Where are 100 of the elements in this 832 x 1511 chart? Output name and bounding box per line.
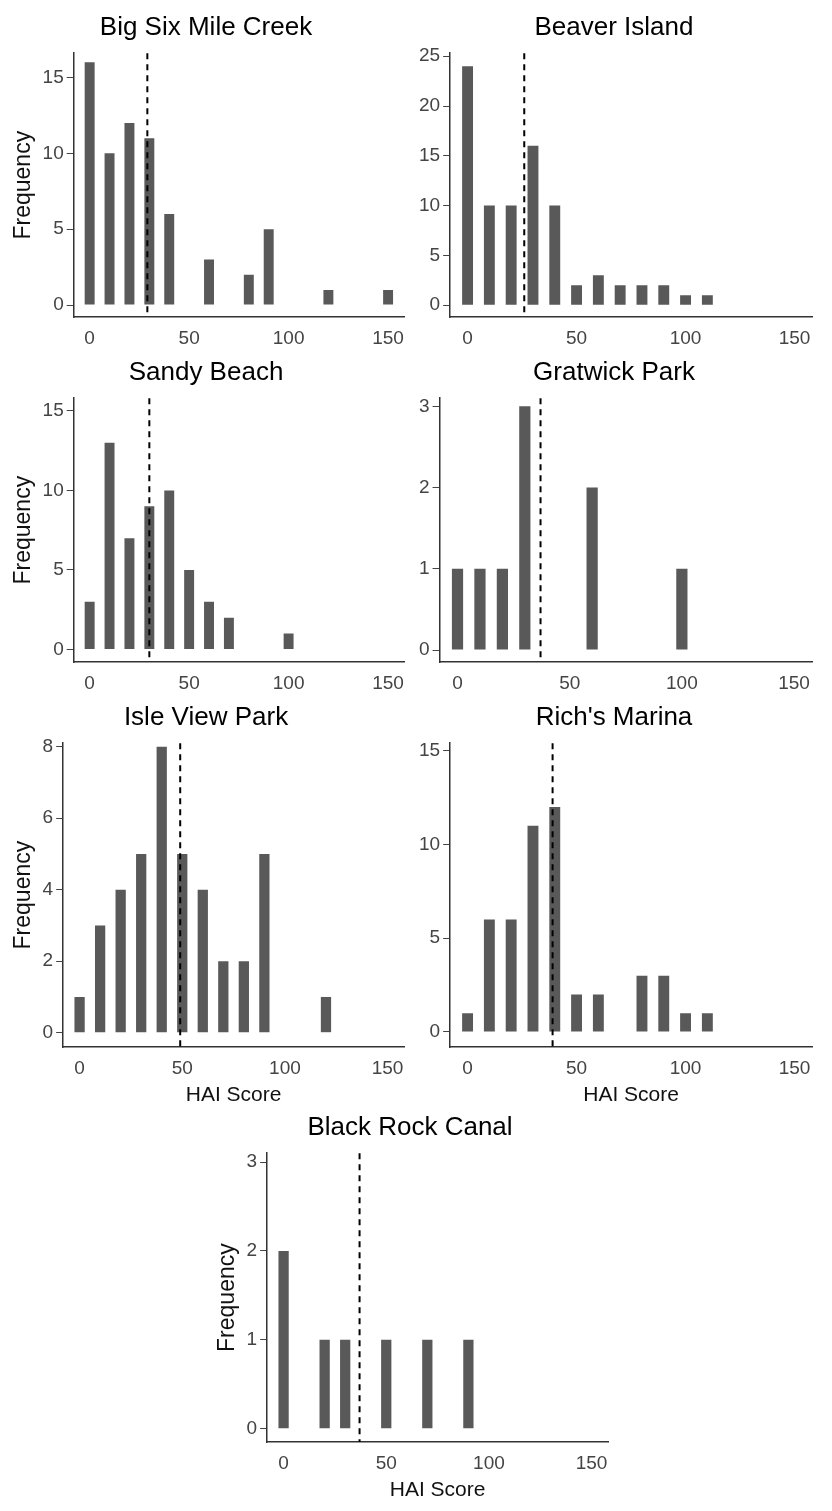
y-tick-label: 5 <box>429 926 441 948</box>
bar <box>680 1013 692 1032</box>
x-tick-label: 50 <box>566 326 588 348</box>
bar <box>164 214 175 305</box>
x-tick-label: 0 <box>462 326 473 348</box>
bar <box>104 442 115 649</box>
y-tick-label: 5 <box>429 243 441 265</box>
bar <box>519 406 531 650</box>
x-tick-label: 50 <box>559 671 581 693</box>
bar <box>505 205 517 305</box>
bar <box>204 259 214 305</box>
bar <box>462 1013 474 1032</box>
y-tick-label: 20 <box>418 94 441 116</box>
x-tick-label: 150 <box>372 326 404 348</box>
x-tick-label: 100 <box>669 1056 702 1078</box>
y-tick-label: 0 <box>418 638 430 660</box>
x-axis-title: HAI Score <box>389 1477 486 1501</box>
y-tick-label: 0 <box>42 1020 54 1042</box>
y-tick-label: 0 <box>53 293 64 315</box>
y-tick-label: 2 <box>418 475 430 497</box>
y-tick-label: 10 <box>42 141 64 163</box>
bar <box>658 285 670 305</box>
x-tick-label: 50 <box>171 1056 193 1078</box>
chart-title: Beaver Island <box>534 10 694 41</box>
x-tick-label: 100 <box>272 671 305 693</box>
x-tick-label: 150 <box>575 1451 608 1473</box>
bar <box>74 996 85 1033</box>
bar <box>259 854 270 1033</box>
bar <box>204 601 214 649</box>
bar <box>614 285 626 305</box>
bar <box>383 289 394 305</box>
y-tick-label: 6 <box>42 806 54 828</box>
bar <box>636 975 648 1032</box>
x-tick-label: 0 <box>84 671 95 693</box>
bar <box>320 996 332 1033</box>
y-axis-title: Frequency <box>9 475 36 585</box>
bar <box>136 854 147 1033</box>
bar <box>218 961 229 1033</box>
bar <box>701 295 713 305</box>
y-tick-label: 5 <box>53 217 64 239</box>
bar <box>197 889 208 1033</box>
y-tick-label: 15 <box>418 738 441 760</box>
x-tick-label: 50 <box>178 671 200 693</box>
bar <box>676 568 688 650</box>
y-tick-label: 0 <box>246 1416 258 1438</box>
y-tick-label: 10 <box>418 832 441 854</box>
x-tick-label: 150 <box>778 671 810 693</box>
bar <box>84 601 95 649</box>
y-tick-label: 10 <box>42 478 64 500</box>
y-tick-label: 0 <box>429 293 441 315</box>
y-tick-label: 2 <box>246 1239 258 1261</box>
bar <box>184 569 195 649</box>
x-tick-label: 0 <box>278 1451 289 1473</box>
bar <box>94 925 106 1033</box>
chart-title: Black Rock Canal <box>307 1110 513 1141</box>
bar <box>701 1013 713 1032</box>
bar <box>263 229 274 305</box>
x-tick-label: 50 <box>566 1056 588 1078</box>
x-tick-label: 150 <box>371 1056 404 1078</box>
bar <box>496 568 508 650</box>
y-tick-label: 10 <box>418 193 441 215</box>
bar <box>124 538 135 649</box>
bar <box>549 806 561 1032</box>
y-tick-label: 0 <box>429 1020 441 1042</box>
y-tick-label: 15 <box>42 65 64 87</box>
y-tick-label: 1 <box>418 557 430 579</box>
bar <box>571 994 583 1032</box>
x-tick-label: 0 <box>84 326 95 348</box>
x-tick-label: 50 <box>375 1451 397 1473</box>
bar <box>238 961 249 1033</box>
bar <box>323 289 334 305</box>
bar <box>243 274 254 305</box>
x-tick-label: 50 <box>178 326 200 348</box>
bar <box>156 746 167 1033</box>
bar <box>115 889 126 1033</box>
x-tick-label: 100 <box>269 1056 301 1078</box>
bar <box>462 66 474 305</box>
y-axis-title: Frequency <box>9 840 36 950</box>
x-tick-label: 0 <box>74 1056 85 1078</box>
bar <box>474 568 486 650</box>
x-tick-label: 100 <box>666 671 698 693</box>
x-tick-label: 100 <box>473 1451 505 1473</box>
bar <box>549 205 561 305</box>
x-tick-label: 150 <box>778 1056 811 1078</box>
y-tick-label: 0 <box>53 637 64 659</box>
bar <box>592 994 604 1032</box>
x-tick-label: 150 <box>778 326 811 348</box>
bar <box>451 568 464 650</box>
y-tick-label: 8 <box>42 735 54 757</box>
chart-title: Isle View Park <box>123 700 290 731</box>
bar <box>658 975 670 1032</box>
chart-title: Big Six Mile Creek <box>99 10 314 41</box>
bar <box>84 62 95 305</box>
x-tick-label: 0 <box>462 1056 473 1078</box>
bar <box>104 153 115 305</box>
bar <box>483 919 495 1032</box>
y-tick-label: 2 <box>42 949 54 971</box>
y-axis-title: Frequency <box>9 130 36 240</box>
x-tick-label: 0 <box>452 671 463 693</box>
x-tick-label: 100 <box>669 326 702 348</box>
